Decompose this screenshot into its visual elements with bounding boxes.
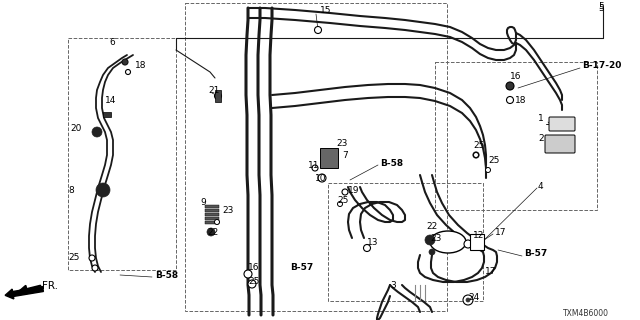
Ellipse shape [430, 231, 466, 253]
Text: 24: 24 [468, 293, 479, 302]
Text: B-57: B-57 [524, 250, 547, 259]
Circle shape [473, 152, 479, 158]
Text: 9: 9 [200, 197, 205, 206]
Bar [185, 3, 447, 311]
FancyArrow shape [5, 286, 44, 299]
Bar [435, 62, 597, 210]
FancyBboxPatch shape [545, 135, 575, 153]
Text: 17: 17 [485, 268, 497, 276]
Text: 4: 4 [538, 181, 543, 190]
Bar [205, 205, 219, 208]
Bar [470, 234, 484, 250]
Text: 25: 25 [473, 140, 484, 149]
Text: 14: 14 [105, 95, 116, 105]
Text: B-58: B-58 [155, 270, 178, 279]
Bar [320, 148, 338, 168]
Text: 16: 16 [248, 262, 259, 271]
Circle shape [207, 228, 215, 236]
Circle shape [342, 189, 348, 195]
Circle shape [474, 153, 479, 157]
Text: 11: 11 [308, 161, 319, 170]
Text: 16: 16 [510, 71, 522, 81]
Circle shape [214, 92, 221, 100]
Text: 12: 12 [473, 230, 484, 239]
Text: 17: 17 [495, 228, 506, 236]
Text: FR.: FR. [42, 281, 58, 291]
Text: 23: 23 [430, 234, 442, 243]
Text: 18: 18 [515, 95, 527, 105]
Text: 25: 25 [337, 196, 348, 204]
FancyBboxPatch shape [549, 117, 575, 131]
Text: B-17-20: B-17-20 [582, 60, 621, 69]
Text: 8: 8 [68, 186, 74, 195]
Bar [205, 209, 219, 212]
Text: 6: 6 [109, 37, 115, 46]
Circle shape [464, 240, 472, 248]
Text: 23: 23 [222, 205, 234, 214]
Text: 25: 25 [488, 156, 499, 164]
Bar [328, 183, 483, 301]
Circle shape [248, 280, 256, 288]
Text: 1: 1 [538, 114, 544, 123]
Text: 22: 22 [426, 221, 437, 230]
Circle shape [125, 69, 131, 75]
Bar [68, 38, 176, 270]
Circle shape [425, 235, 435, 245]
Bar [205, 213, 219, 216]
Circle shape [122, 59, 128, 65]
Circle shape [429, 249, 435, 255]
Circle shape [214, 220, 220, 225]
Text: 25: 25 [248, 277, 259, 286]
Circle shape [364, 244, 371, 252]
Text: 7: 7 [342, 150, 348, 159]
Circle shape [506, 82, 514, 90]
Text: 2: 2 [538, 133, 543, 142]
Bar [205, 221, 219, 224]
Text: 23: 23 [336, 139, 348, 148]
Bar [205, 217, 219, 220]
Text: 5: 5 [598, 4, 604, 12]
Circle shape [318, 174, 326, 182]
Text: 19: 19 [348, 186, 360, 195]
Circle shape [244, 270, 252, 278]
Circle shape [337, 202, 342, 206]
Circle shape [92, 127, 102, 137]
Text: 15: 15 [320, 5, 332, 14]
Bar [215, 90, 221, 102]
Circle shape [466, 298, 470, 302]
Bar [103, 112, 111, 117]
Text: 22: 22 [207, 228, 218, 236]
Text: 20: 20 [70, 124, 81, 132]
Text: 21: 21 [208, 85, 220, 94]
Circle shape [506, 97, 513, 103]
Text: TXM4B6000: TXM4B6000 [563, 308, 609, 317]
Text: 10: 10 [315, 173, 326, 182]
Text: B-57: B-57 [290, 263, 313, 273]
Text: 13: 13 [367, 237, 378, 246]
Text: 18: 18 [135, 60, 147, 69]
Circle shape [314, 27, 321, 34]
Text: 25: 25 [68, 252, 79, 261]
Text: 5: 5 [598, 2, 604, 11]
Circle shape [486, 167, 490, 172]
Circle shape [463, 295, 473, 305]
Circle shape [96, 183, 110, 197]
Text: 3: 3 [390, 281, 396, 290]
Circle shape [89, 255, 95, 261]
Text: B-58: B-58 [380, 158, 403, 167]
Circle shape [92, 265, 98, 271]
Circle shape [312, 165, 318, 171]
